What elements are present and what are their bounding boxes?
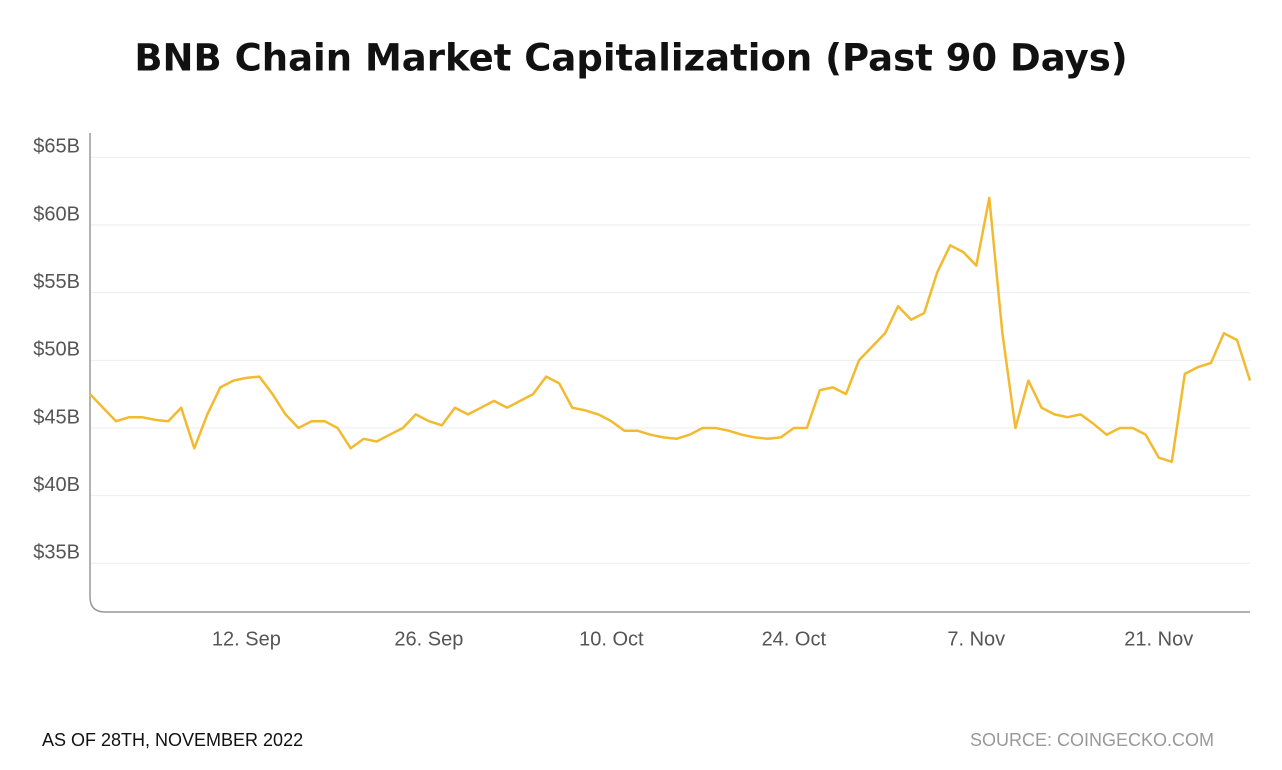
y-tick-label: $35B — [33, 542, 80, 564]
x-tick-label: 26. Sep — [394, 628, 463, 650]
axis-line — [89, 133, 1250, 613]
x-tick-label: 24. Oct — [762, 628, 827, 650]
y-tick-label: $40B — [33, 474, 80, 496]
x-tick-label: 21. Nov — [1124, 628, 1193, 650]
footer-source: SOURCE: COINGECKO.COM — [970, 730, 1214, 750]
chart-title: BNB Chain Market Capitalization (Past 90… — [134, 37, 1127, 80]
footer-date: AS OF 28TH, NOVEMBER 2022 — [42, 730, 303, 750]
line-series — [89, 196, 1252, 464]
y-tick-label: $50B — [33, 339, 80, 361]
y-tick-label: $60B — [33, 203, 80, 225]
x-tick-label: 7. Nov — [947, 628, 1005, 650]
x-tick-label: 12. Sep — [212, 628, 281, 650]
y-tick-label: $65B — [33, 136, 80, 158]
y-tick-label: $45B — [33, 406, 80, 428]
x-tick-label: 10. Oct — [579, 628, 644, 650]
y-tick-label: $55B — [33, 271, 80, 293]
